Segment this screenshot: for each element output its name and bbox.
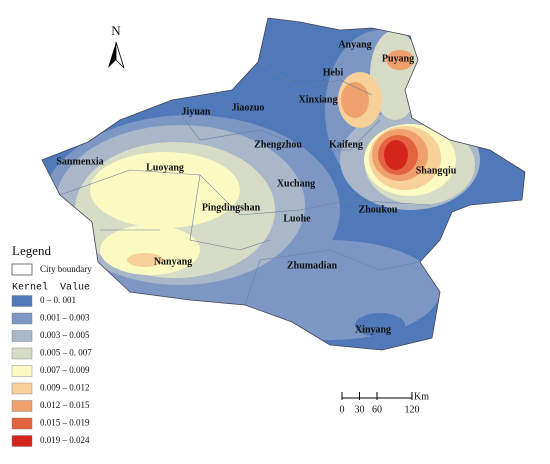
city-label: Luohe	[283, 213, 311, 224]
city-label: Xuchang	[277, 178, 315, 189]
legend-subtitle: Kernel Value	[12, 282, 90, 294]
scale-label: 30	[355, 404, 365, 415]
legend-label: 0.009 – 0.012	[40, 383, 90, 393]
city-label: Zhumadian	[287, 260, 337, 271]
city-label: Kaifeng	[329, 139, 363, 150]
scale-label: 120	[405, 404, 420, 415]
legend-swatch	[11, 330, 33, 342]
legend-label: 0.005 – 0. 007	[40, 348, 92, 358]
legend-swatch	[11, 382, 33, 395]
legend-label: 0.019 – 0.024	[40, 435, 90, 445]
boundary-swatch	[11, 263, 33, 276]
city-label: Jiyuan	[182, 106, 211, 117]
city-label: Pingdingshan	[202, 202, 261, 213]
city-label: Zhengzhou	[254, 139, 302, 150]
city-label: Hebi	[323, 67, 344, 78]
legend-label: 0.001 – 0.003	[40, 313, 90, 323]
legend-swatch	[11, 435, 33, 447]
city-label: Xinxiang	[299, 94, 338, 105]
legend-label: 0.003 – 0.005	[40, 330, 90, 340]
legend-swatch	[11, 400, 33, 412]
scale-label: 0	[340, 404, 345, 415]
legend-swatch	[11, 347, 33, 360]
legend-label: 0.012 – 0.015	[40, 400, 90, 410]
legend-swatch	[11, 295, 33, 307]
city-label: Anyang	[338, 39, 371, 50]
city-label: Jiaozuo	[232, 102, 265, 113]
city-label: Luoyang	[146, 162, 184, 173]
city-label: Sanmenxia	[56, 156, 103, 167]
scale-label: 60	[372, 404, 382, 415]
legend-label: 0.015 – 0.019	[40, 418, 90, 428]
legend-label: City boundary	[40, 264, 92, 274]
legend-label: 0 – 0. 001	[40, 295, 76, 305]
legend: Legend City boundary Kernel Value 0 – 0.…	[11, 243, 92, 447]
city-label: Xinyang	[355, 324, 391, 335]
north-arrow: N	[108, 23, 125, 69]
legend-label: 0.007 – 0.009	[40, 365, 90, 375]
legend-title: Legend	[12, 243, 51, 258]
scale-unit: Km	[414, 391, 429, 402]
city-label: Puyang	[382, 53, 414, 64]
legend-swatch	[11, 365, 33, 377]
legend-swatch	[11, 417, 33, 430]
city-label: Nanyang	[154, 256, 192, 267]
city-label: Zhoukou	[359, 204, 398, 215]
province-outline	[41, 17, 526, 351]
scale-bar: 0 30 60 120 Km	[340, 391, 430, 415]
legend-swatch	[11, 312, 33, 325]
city-label: Shangqiu	[416, 165, 457, 176]
north-label: N	[111, 23, 121, 38]
